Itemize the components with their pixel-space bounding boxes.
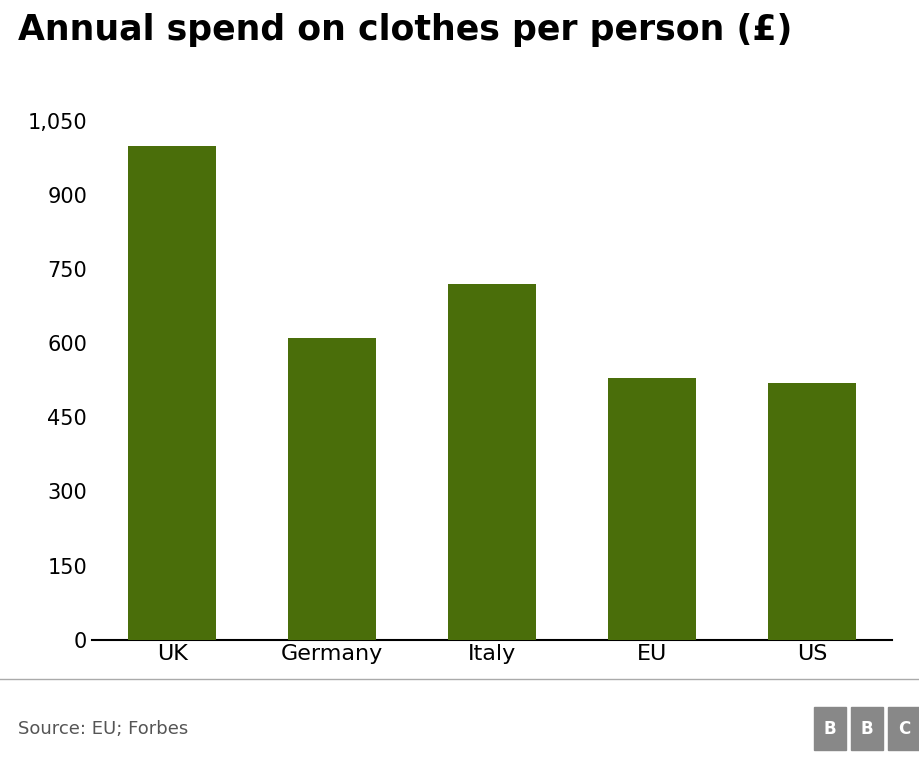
Text: Source: EU; Forbes: Source: EU; Forbes xyxy=(18,720,188,739)
Text: B: B xyxy=(860,720,872,738)
Text: C: C xyxy=(897,720,909,738)
Bar xyxy=(607,378,696,640)
Bar xyxy=(129,146,216,640)
Text: B: B xyxy=(823,720,835,738)
Bar xyxy=(288,339,376,640)
Bar xyxy=(767,383,855,640)
Text: Annual spend on clothes per person (£): Annual spend on clothes per person (£) xyxy=(18,12,792,47)
Bar xyxy=(448,284,536,640)
